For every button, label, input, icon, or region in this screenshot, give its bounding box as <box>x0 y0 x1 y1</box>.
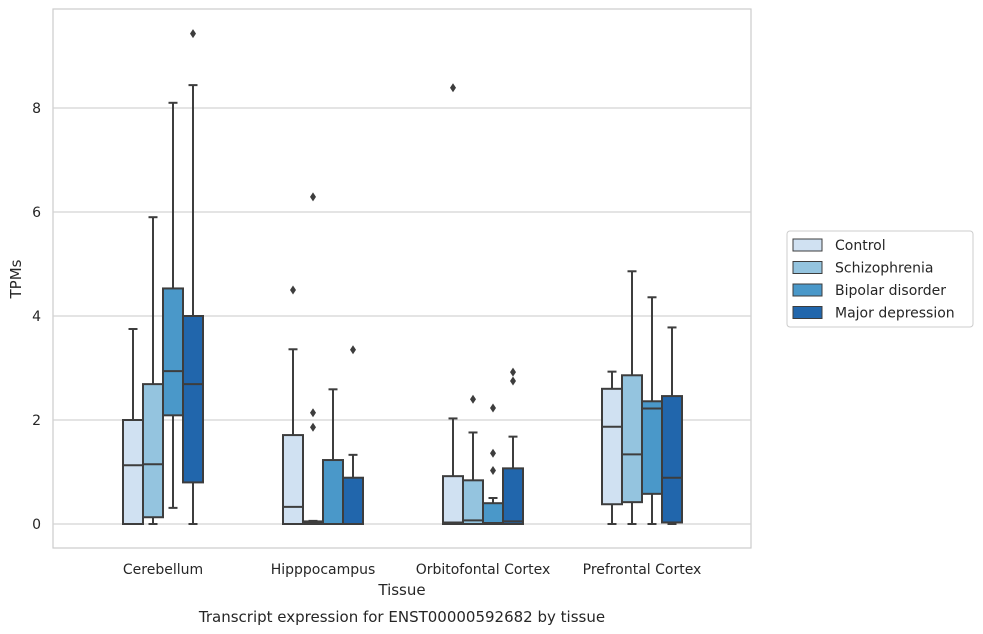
y-tick-labels: 0 2 4 6 8 <box>32 101 41 533</box>
box <box>162 287 184 417</box>
outlier-point <box>510 376 516 386</box>
y-tick-label: 8 <box>32 101 41 117</box>
x-axis-label: Tissue <box>377 581 425 599</box>
outlier-point <box>450 83 456 93</box>
box <box>601 387 623 506</box>
outlier-point <box>490 403 496 413</box>
outlier-point <box>310 408 316 418</box>
box <box>462 479 484 526</box>
y-tick-label: 6 <box>32 205 41 221</box>
legend-swatch <box>792 261 823 274</box>
y-tick-label: 0 <box>32 517 41 533</box>
box-series <box>122 29 683 526</box>
legend-label: Bipolar disorder <box>835 283 946 299</box>
legend-swatch <box>792 238 823 252</box>
box <box>661 395 683 524</box>
legend-swatch <box>792 283 823 297</box>
legend-label: Major depression <box>835 306 955 322</box>
box <box>621 374 643 504</box>
y-axis-label: TPMs <box>7 259 25 299</box>
box <box>142 383 164 519</box>
box <box>182 315 204 484</box>
x-tick-labels: Cerebellum Hipppocampus Orbitofontal Corte… <box>123 562 701 578</box>
outlier-point <box>490 448 496 458</box>
legend-label: Control <box>835 238 886 254</box>
x-tick-label: Cerebellum <box>123 562 203 578</box>
outlier-point <box>290 285 296 295</box>
legend-frame <box>786 230 974 328</box>
outlier-point <box>510 367 516 377</box>
outlier-point <box>490 465 496 475</box>
outlier-point <box>310 192 316 202</box>
outlier-point <box>310 422 316 432</box>
legend: Control Schizophrenia Bipolar disorder Majo… <box>786 230 974 328</box>
outlier-point <box>190 29 196 39</box>
box <box>502 467 524 525</box>
box <box>322 459 344 526</box>
x-tick-label: Orbitofontal Cortex <box>416 562 551 578</box>
chart-caption: Transcript expression for ENST0000059268… <box>198 608 605 626</box>
box <box>342 476 364 525</box>
box <box>482 502 504 526</box>
x-tick-label: Hipppocampus <box>271 562 376 578</box>
box <box>442 475 464 526</box>
y-tick-label: 2 <box>32 413 41 429</box>
box <box>122 419 144 525</box>
outlier-point <box>350 345 356 355</box>
legend-label: Schizophrenia <box>835 261 933 277</box>
box <box>641 400 663 495</box>
y-tick-label: 4 <box>32 309 41 325</box>
outlier-point <box>470 394 476 404</box>
box <box>282 434 304 525</box>
legend-swatch <box>792 306 823 319</box>
x-tick-label: Prefrontal Cortex <box>583 562 702 578</box>
